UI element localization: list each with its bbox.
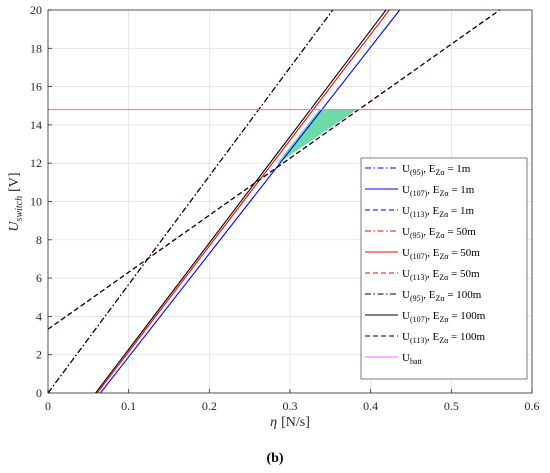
series-line [99,9,401,394]
y-tick-labels: 0 2 4 6 8 10 12 14 16 18 20 [30,3,52,400]
legend-item: U(95), EZα = 1m [365,163,471,177]
series-line [47,9,501,330]
x-tick-label: 0.1 [121,399,136,413]
series-line [95,9,387,394]
y-tick-label: 10 [30,195,42,209]
y-tick-label: 2 [36,348,42,362]
x-tick-label: 0.5 [444,399,459,413]
x-axis-title: η [N/s] [270,415,310,430]
x-tick-labels: 0 0.1 0.2 0.3 0.4 0.5 0.6 [45,389,540,413]
legend-label: Ubatt [402,352,423,366]
y-tick-label: 14 [30,118,42,132]
shaded-region [276,109,357,165]
y-tick-label: 18 [30,41,42,55]
legend-item: U(95), EZα = 50m [365,226,476,240]
feasible-region [276,109,357,165]
panel-label: (b) [266,451,283,466]
series-line [96,9,390,394]
x-tick-label: 0.6 [525,399,540,413]
y-tick-label: 16 [30,80,42,94]
legend-item: U(95), EZα = 100m [365,289,482,303]
legend-item: U(107), EZα = 100m [365,310,486,324]
legend-label: U(107), EZα = 50m [402,247,480,261]
legend-item: U(107), EZα = 1m [365,184,475,198]
y-tick-label: 8 [36,233,42,247]
y-tick-label: 4 [36,309,42,323]
series-line [47,9,334,394]
y-tick-label: 12 [30,156,42,170]
legend-item: U(107), EZα = 50m [365,247,480,261]
legend-label: U(95), EZα = 100m [402,289,482,303]
legend: U(95), EZα = 1m U(107), EZα = 1m U(113), E… [360,157,528,380]
legend-box [360,157,528,380]
legend-label: U(95), EZα = 1m [402,163,471,177]
y-axis-title: Uswitch[V] [7,172,25,231]
legend-label: U(113), EZα = 50m [402,268,480,282]
x-tick-label: 0 [45,399,51,413]
legend-label: U(113), EZα = 100m [402,331,486,345]
legend-label: U(113), EZα = 1m [402,205,475,219]
x-tick-label: 0.4 [363,399,378,413]
legend-item: U(113), EZα = 1m [365,205,475,219]
y-tick-label: 6 [36,271,42,285]
legend-item: U(113), EZα = 50m [365,268,480,282]
x-tick-label: 0.2 [202,399,217,413]
series-lines [47,9,532,394]
legend-label: U(107), EZα = 1m [402,184,475,198]
legend-label: U(95), EZα = 50m [402,226,476,240]
y-tick-label: 20 [30,3,42,17]
x-tick-label: 0.3 [283,399,298,413]
legend-item: Ubatt [365,352,423,366]
legend-label: U(107), EZα = 100m [402,310,486,324]
y-tick-label: 0 [36,386,42,400]
legend-item: U(113), EZα = 100m [365,331,486,345]
